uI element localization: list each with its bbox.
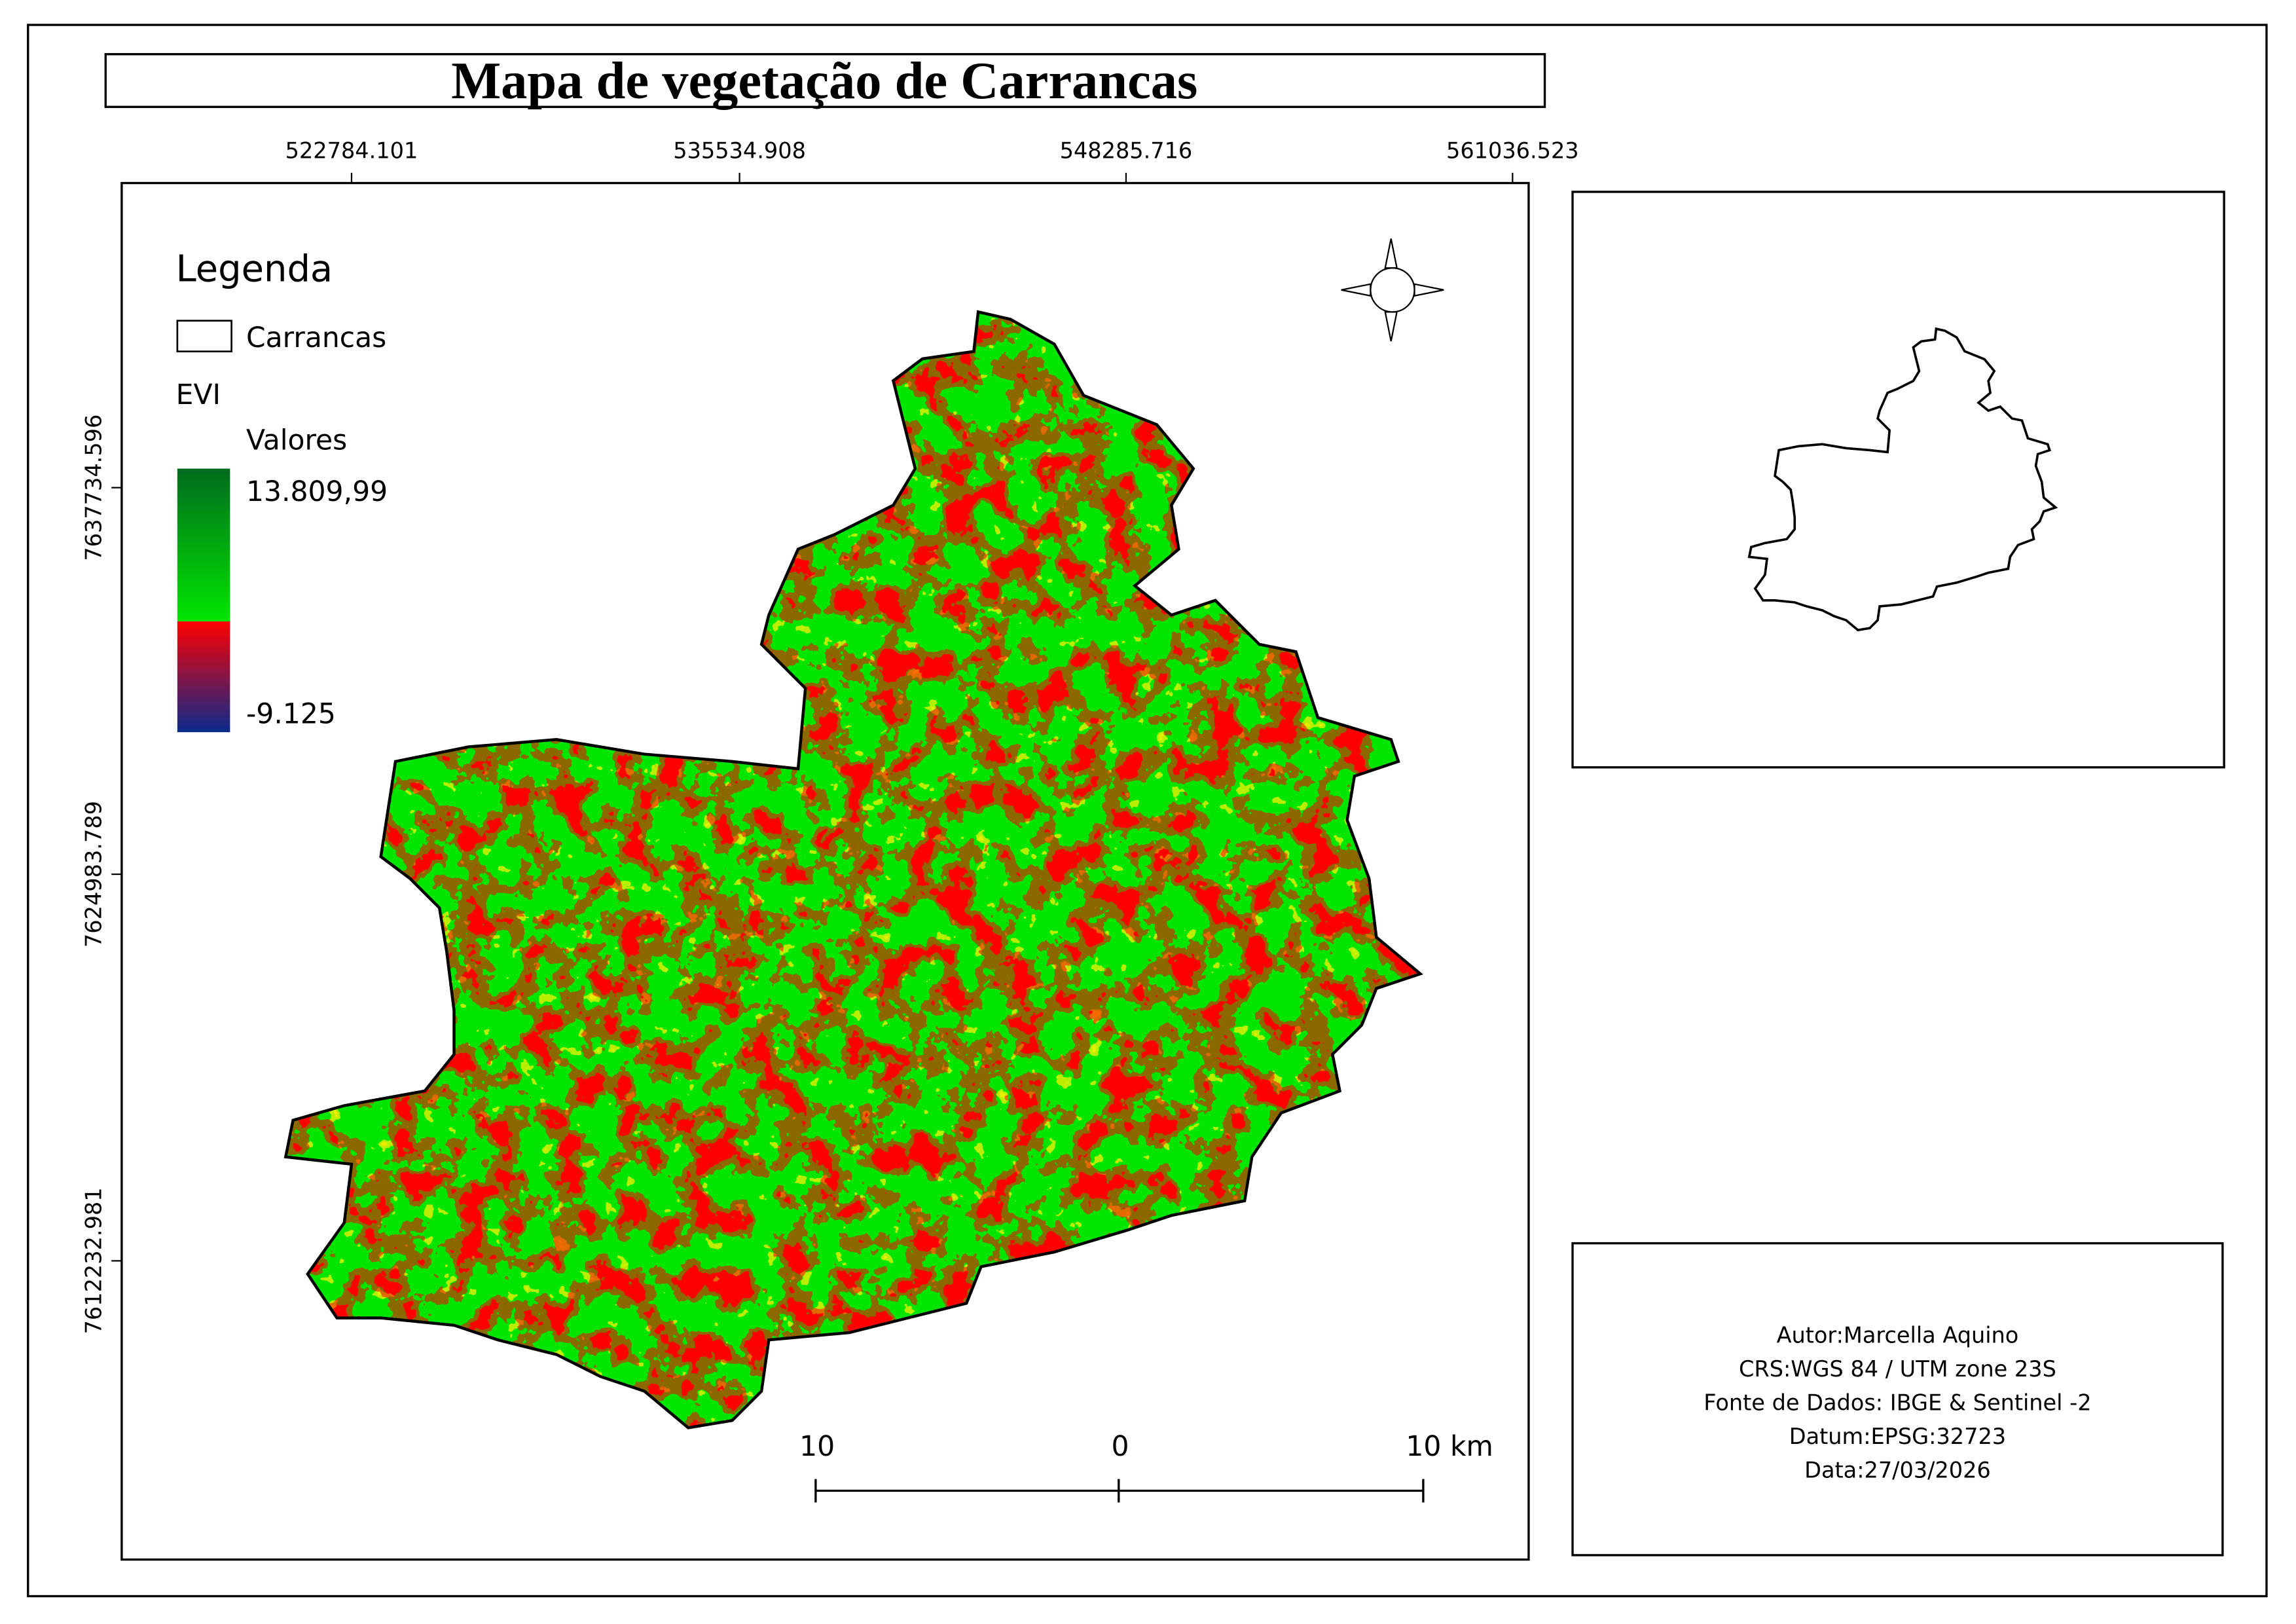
title: Mapa de vegetação de Carrancas (451, 52, 1197, 110)
scale-label: 10 (799, 1431, 835, 1463)
info-line: CRS:WGS 84 / UTM zone 23S (1739, 1356, 2056, 1382)
legend-layer: EVI (176, 379, 221, 411)
y-coordinate: 7637734.596 (81, 415, 107, 561)
x-coordinate: 561036.523 (1446, 138, 1579, 164)
info-line: Datum:EPSG:32723 (1789, 1424, 2006, 1449)
y-coordinate: 7624983.789 (81, 801, 107, 948)
inset-frame (1571, 191, 2225, 769)
legend-ramp (177, 468, 230, 733)
legend-values: Valores (246, 425, 347, 457)
scale-label: 10 km (1406, 1431, 1493, 1463)
x-coordinate: 548285.716 (1060, 138, 1193, 164)
scale-bar (814, 1479, 1425, 1503)
info-line: Fonte de Dados: IBGE & Sentinel -2 (1704, 1390, 2091, 1416)
info-line: Data:27/03/2026 (1804, 1457, 1991, 1483)
x-coordinate: 522784.101 (285, 138, 418, 164)
x-coordinate: 535534.908 (673, 138, 806, 164)
scale-label: 0 (1111, 1431, 1129, 1463)
page-frame (27, 24, 2268, 1598)
legend-max: 13.809,99 (246, 476, 388, 508)
grid-ticks: 522784.101 535534.908 548285.716 561036.523… (81, 138, 1579, 1335)
info-frame (1571, 1242, 2224, 1557)
title-box (104, 53, 1546, 108)
info-lines: Autor:Marcella Aquino CRS:WGS 84 / UTM zo… (1704, 1323, 2091, 1483)
legend-swatch (176, 320, 232, 353)
north-arrow (1341, 238, 1444, 342)
info-line: Autor:Marcella Aquino (1777, 1323, 2019, 1348)
legend-min: -9.125 (246, 699, 336, 731)
y-coordinate: 7612232.981 (81, 1187, 107, 1334)
legend-boundary: Carrancas (246, 322, 386, 354)
legend-title: Legenda (176, 248, 333, 290)
